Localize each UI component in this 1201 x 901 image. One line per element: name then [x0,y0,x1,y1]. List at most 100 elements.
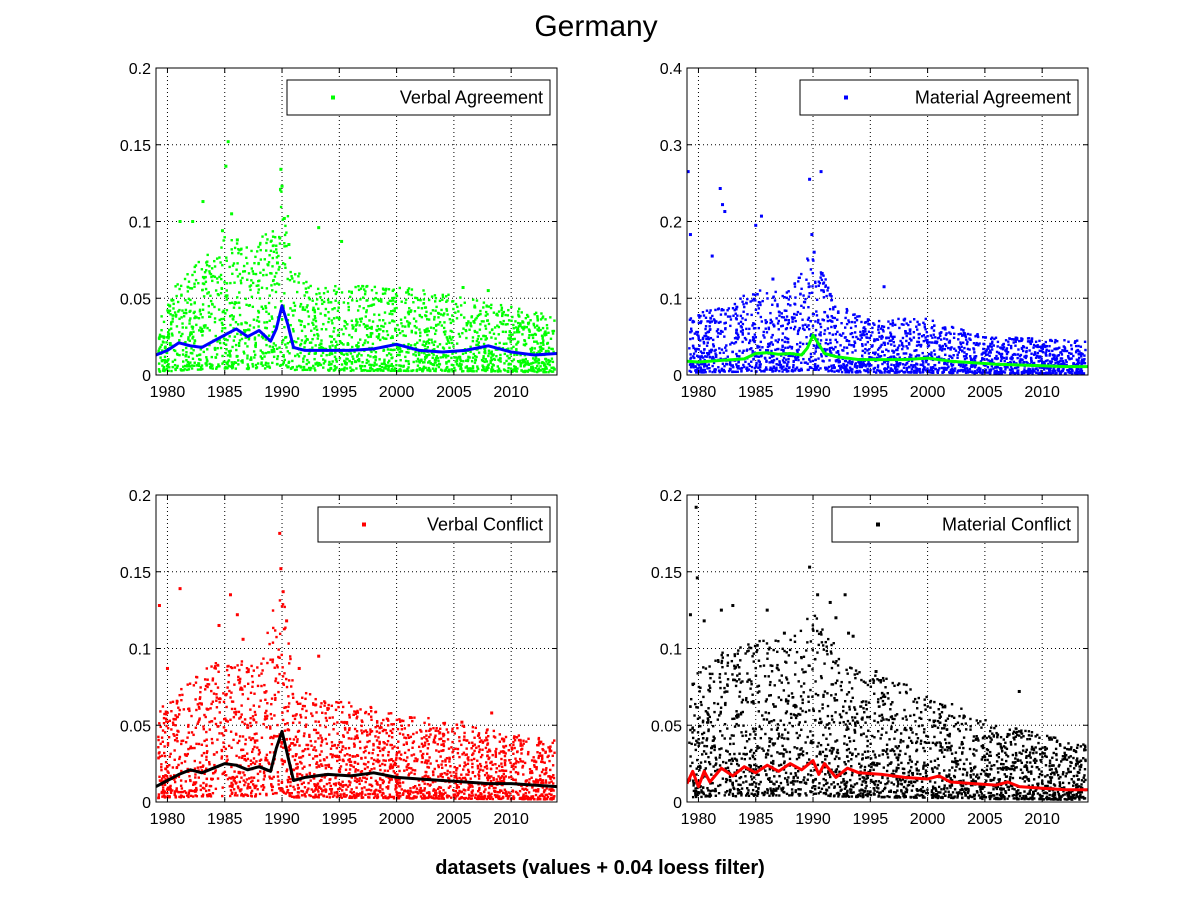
scatter-point [386,368,390,371]
scatter-point [393,367,397,370]
scatter-point [452,320,455,323]
scatter-point [947,365,950,368]
scatter-point [317,334,320,337]
scatter-point [770,341,773,344]
scatter-point [715,320,718,323]
scatter-point [498,733,502,736]
scatter-point [215,365,219,369]
scatter-point [854,349,857,352]
scatter-point [404,359,408,363]
scatter-point [919,345,923,348]
scatter-point [367,788,371,791]
scatter-point [722,308,725,312]
scatter-point [471,298,475,301]
scatter-point [802,306,805,309]
scatter-point [319,312,322,315]
scatter-point [1016,369,1019,372]
scatter-point [287,705,290,708]
scatter-point [1037,356,1041,359]
scatter-point [251,305,255,309]
scatter-point [917,354,921,357]
scatter-point [963,332,966,335]
scatter-point [428,353,431,356]
scatter-point [969,357,973,360]
scatter-point [361,364,364,368]
scatter-point [273,283,276,286]
scatter-point [717,321,721,324]
scatter-point [783,340,786,344]
scatter-point [544,349,548,353]
scatter-point [366,341,370,344]
scatter-point [287,365,290,368]
scatter-point [437,765,440,769]
scatter-point [306,304,309,307]
scatter-point [509,363,512,366]
scatter-point [448,336,452,340]
scatter-point [432,343,436,347]
scatter-point [232,262,236,265]
scatter-point [280,190,283,193]
scatter-point [926,367,929,370]
scatter-point [309,794,312,798]
scatter-point [883,341,886,345]
scatter-point [744,338,748,341]
scatter-point [741,317,744,320]
scatter-point [848,320,851,324]
scatter-point [511,338,514,341]
scatter-point [548,369,552,372]
scatter-point [418,328,421,331]
scatter-point [908,330,912,333]
scatter-point [160,343,163,347]
scatter-point [495,312,499,316]
scatter-point [1033,351,1037,354]
scatter-point [340,352,344,355]
scatter-point [208,270,211,273]
scatter-point [530,333,534,337]
scatter-point [199,358,202,362]
scatter-point [780,315,784,319]
scatter-point [930,368,934,371]
scatter-point [306,358,309,362]
scatter-point [213,265,217,268]
scatter-point [697,348,700,351]
scatter-point [462,788,466,791]
scatter-point [452,307,455,311]
scatter-point [235,348,238,352]
scatter-point [1075,358,1079,361]
scatter-point [237,301,241,304]
scatter-point [436,356,440,360]
scatter-point [916,354,919,357]
scatter-point [864,343,867,346]
scatter-point [790,354,793,357]
scatter-point [393,348,396,352]
scatter-point [717,369,721,372]
x-tick-label: 2005 [436,384,472,401]
scatter-point [778,360,781,363]
scatter-point [273,350,276,353]
scatter-point [261,351,264,354]
scatter-point [771,361,775,364]
scatter-point [367,335,370,339]
scatter-point [1083,354,1086,357]
scatter-point [497,367,501,370]
scatter-point [491,369,494,373]
scatter-point [828,292,832,296]
scatter-point [905,345,908,348]
scatter-point [377,336,380,340]
scatter-point [407,323,410,327]
scatter-point [195,316,198,319]
scatter-point [195,323,198,327]
scatter-point [1038,339,1041,343]
scatter-point [764,319,767,322]
scatter-point [485,731,488,735]
scatter-point [949,370,952,373]
scatter-point [189,361,192,364]
scatter-point [856,315,859,318]
scatter-point [1052,356,1056,359]
scatter-point [185,358,188,362]
scatter-point [832,348,835,351]
scatter-point [845,365,848,369]
scatter-point [244,321,247,324]
scatter-point [943,368,946,372]
scatter-point [1009,365,1013,368]
